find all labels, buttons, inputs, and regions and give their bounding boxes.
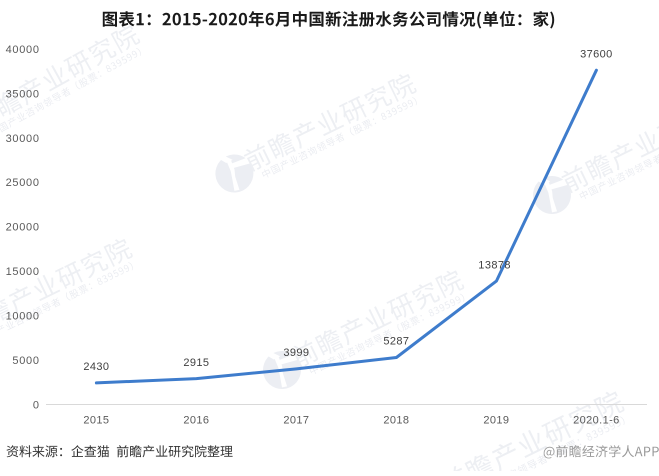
svg-text:2020.1-6: 2020.1-6 <box>573 415 620 427</box>
svg-text:2018: 2018 <box>383 415 409 427</box>
svg-text:20000: 20000 <box>6 222 40 234</box>
svg-text:2430: 2430 <box>83 361 109 373</box>
svg-text:37600: 37600 <box>580 48 613 60</box>
svg-text:13878: 13878 <box>478 259 511 271</box>
svg-text:15000: 15000 <box>6 266 40 278</box>
svg-text:2015: 2015 <box>83 415 109 427</box>
svg-text:5000: 5000 <box>12 355 39 367</box>
svg-text:2019: 2019 <box>483 415 509 427</box>
svg-text:25000: 25000 <box>6 177 40 189</box>
svg-text:0: 0 <box>33 400 40 412</box>
svg-text:2915: 2915 <box>183 357 209 369</box>
svg-text:30000: 30000 <box>6 133 40 145</box>
svg-text:3999: 3999 <box>283 347 309 359</box>
svg-text:35000: 35000 <box>6 88 40 100</box>
svg-text:2017: 2017 <box>283 415 309 427</box>
svg-text:40000: 40000 <box>6 44 40 56</box>
svg-text:10000: 10000 <box>6 311 40 323</box>
svg-text:5287: 5287 <box>383 336 409 348</box>
svg-text:2016: 2016 <box>183 415 209 427</box>
